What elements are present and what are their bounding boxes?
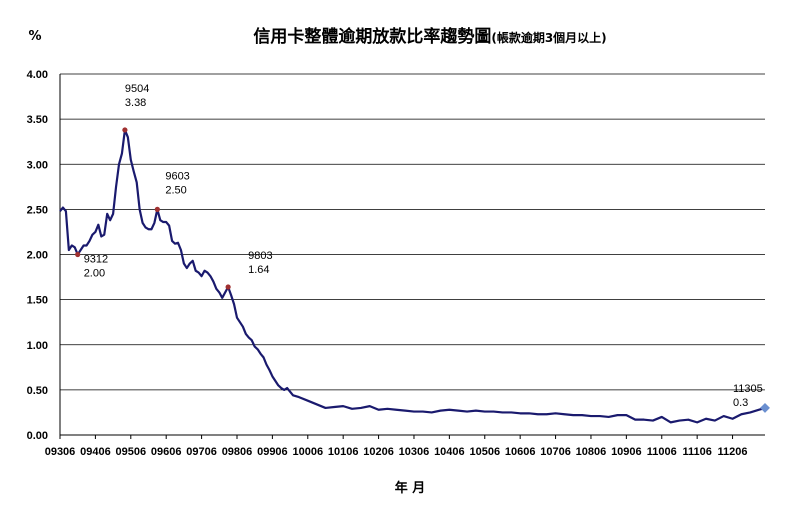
- series-layer: [59, 128, 766, 424]
- x-tick-label: 10806: [576, 446, 607, 458]
- highlight-point-marker: [225, 284, 231, 290]
- x-tick-label: 10306: [399, 446, 430, 458]
- annotation-value: 2.50: [165, 184, 186, 196]
- y-tick-label: 3.50: [27, 114, 48, 126]
- x-tick-label: 09606: [151, 446, 182, 458]
- x-tick-label: 11206: [718, 446, 748, 458]
- annotation-period: 9504: [125, 83, 149, 95]
- y-tick-label: 1.50: [27, 295, 48, 307]
- marker-layer: [75, 127, 770, 413]
- y-tick-label: 4.00: [27, 69, 48, 81]
- x-tick-label: 09706: [186, 446, 217, 458]
- highlight-point-marker: [154, 206, 160, 212]
- x-tick-label: 10406: [434, 446, 465, 458]
- series-line: [59, 128, 766, 424]
- annotation-value: 0.3: [733, 397, 748, 409]
- y-tick-label: 3.00: [27, 159, 48, 171]
- x-tick-label: 10006: [292, 446, 323, 458]
- annotation-period: 9803: [248, 250, 272, 262]
- y-tick-labels: 0.00 0.50 1.00 1.50 2.00 2.50 3.00 3.50 4.00: [27, 69, 48, 442]
- x-tick-label: 10906: [611, 446, 642, 458]
- y-tick-label: 2.50: [27, 204, 48, 216]
- y-tick-label: 0.00: [27, 430, 48, 442]
- y-tick-label: 0.50: [27, 385, 48, 397]
- chart-title: 信用卡整體逾期放款比率趨勢圖(帳款逾期3個月以上): [253, 26, 606, 47]
- end-point-marker: [760, 402, 770, 413]
- x-axis-label: 年 月: [395, 480, 426, 496]
- x-tick-label: 09506: [115, 446, 146, 458]
- axis-layer: [59, 74, 765, 439]
- annotation-value: 2.00: [84, 268, 105, 280]
- annotation-period: 11305: [733, 383, 763, 395]
- x-tick-label: 09306: [45, 446, 76, 458]
- highlight-point-marker: [122, 127, 128, 133]
- x-tick-label: 09806: [222, 446, 253, 458]
- chart-title-main: 信用卡整體逾期放款比率趨勢圖: [253, 26, 491, 47]
- annotation-period: 9603: [165, 170, 189, 182]
- grid-layer: [60, 73, 765, 391]
- x-tick-label: 10506: [469, 446, 500, 458]
- highlight-point-marker: [75, 251, 81, 258]
- x-tick-label: 10206: [363, 446, 394, 458]
- x-tick-label: 11006: [647, 446, 677, 458]
- annotation-value: 1.64: [248, 264, 269, 276]
- x-tick-label: 09906: [257, 446, 288, 458]
- y-tick-label: 1.00: [27, 340, 48, 352]
- x-tick-label: 09406: [80, 446, 111, 458]
- annotation-period: 9312: [84, 254, 108, 266]
- y-unit-label: %: [28, 29, 41, 44]
- chart-title-note: (帳款逾期3個月以上): [491, 30, 606, 45]
- x-tick-label: 11106: [682, 446, 711, 458]
- x-tick-labels: 09306 09406 09506 09606 09706 09806 09906 10006…: [45, 446, 748, 458]
- x-tick-label: 10106: [328, 446, 359, 458]
- y-tick-label: 2.00: [27, 250, 48, 262]
- annotation-value: 3.38: [125, 97, 146, 109]
- x-tick-label: 10706: [540, 446, 571, 458]
- annotation-layer: 9312 2.00 9504 3.38 9603 2.50 9803 1.64 11305 0.3: [84, 83, 763, 409]
- x-tick-label: 10606: [505, 446, 536, 458]
